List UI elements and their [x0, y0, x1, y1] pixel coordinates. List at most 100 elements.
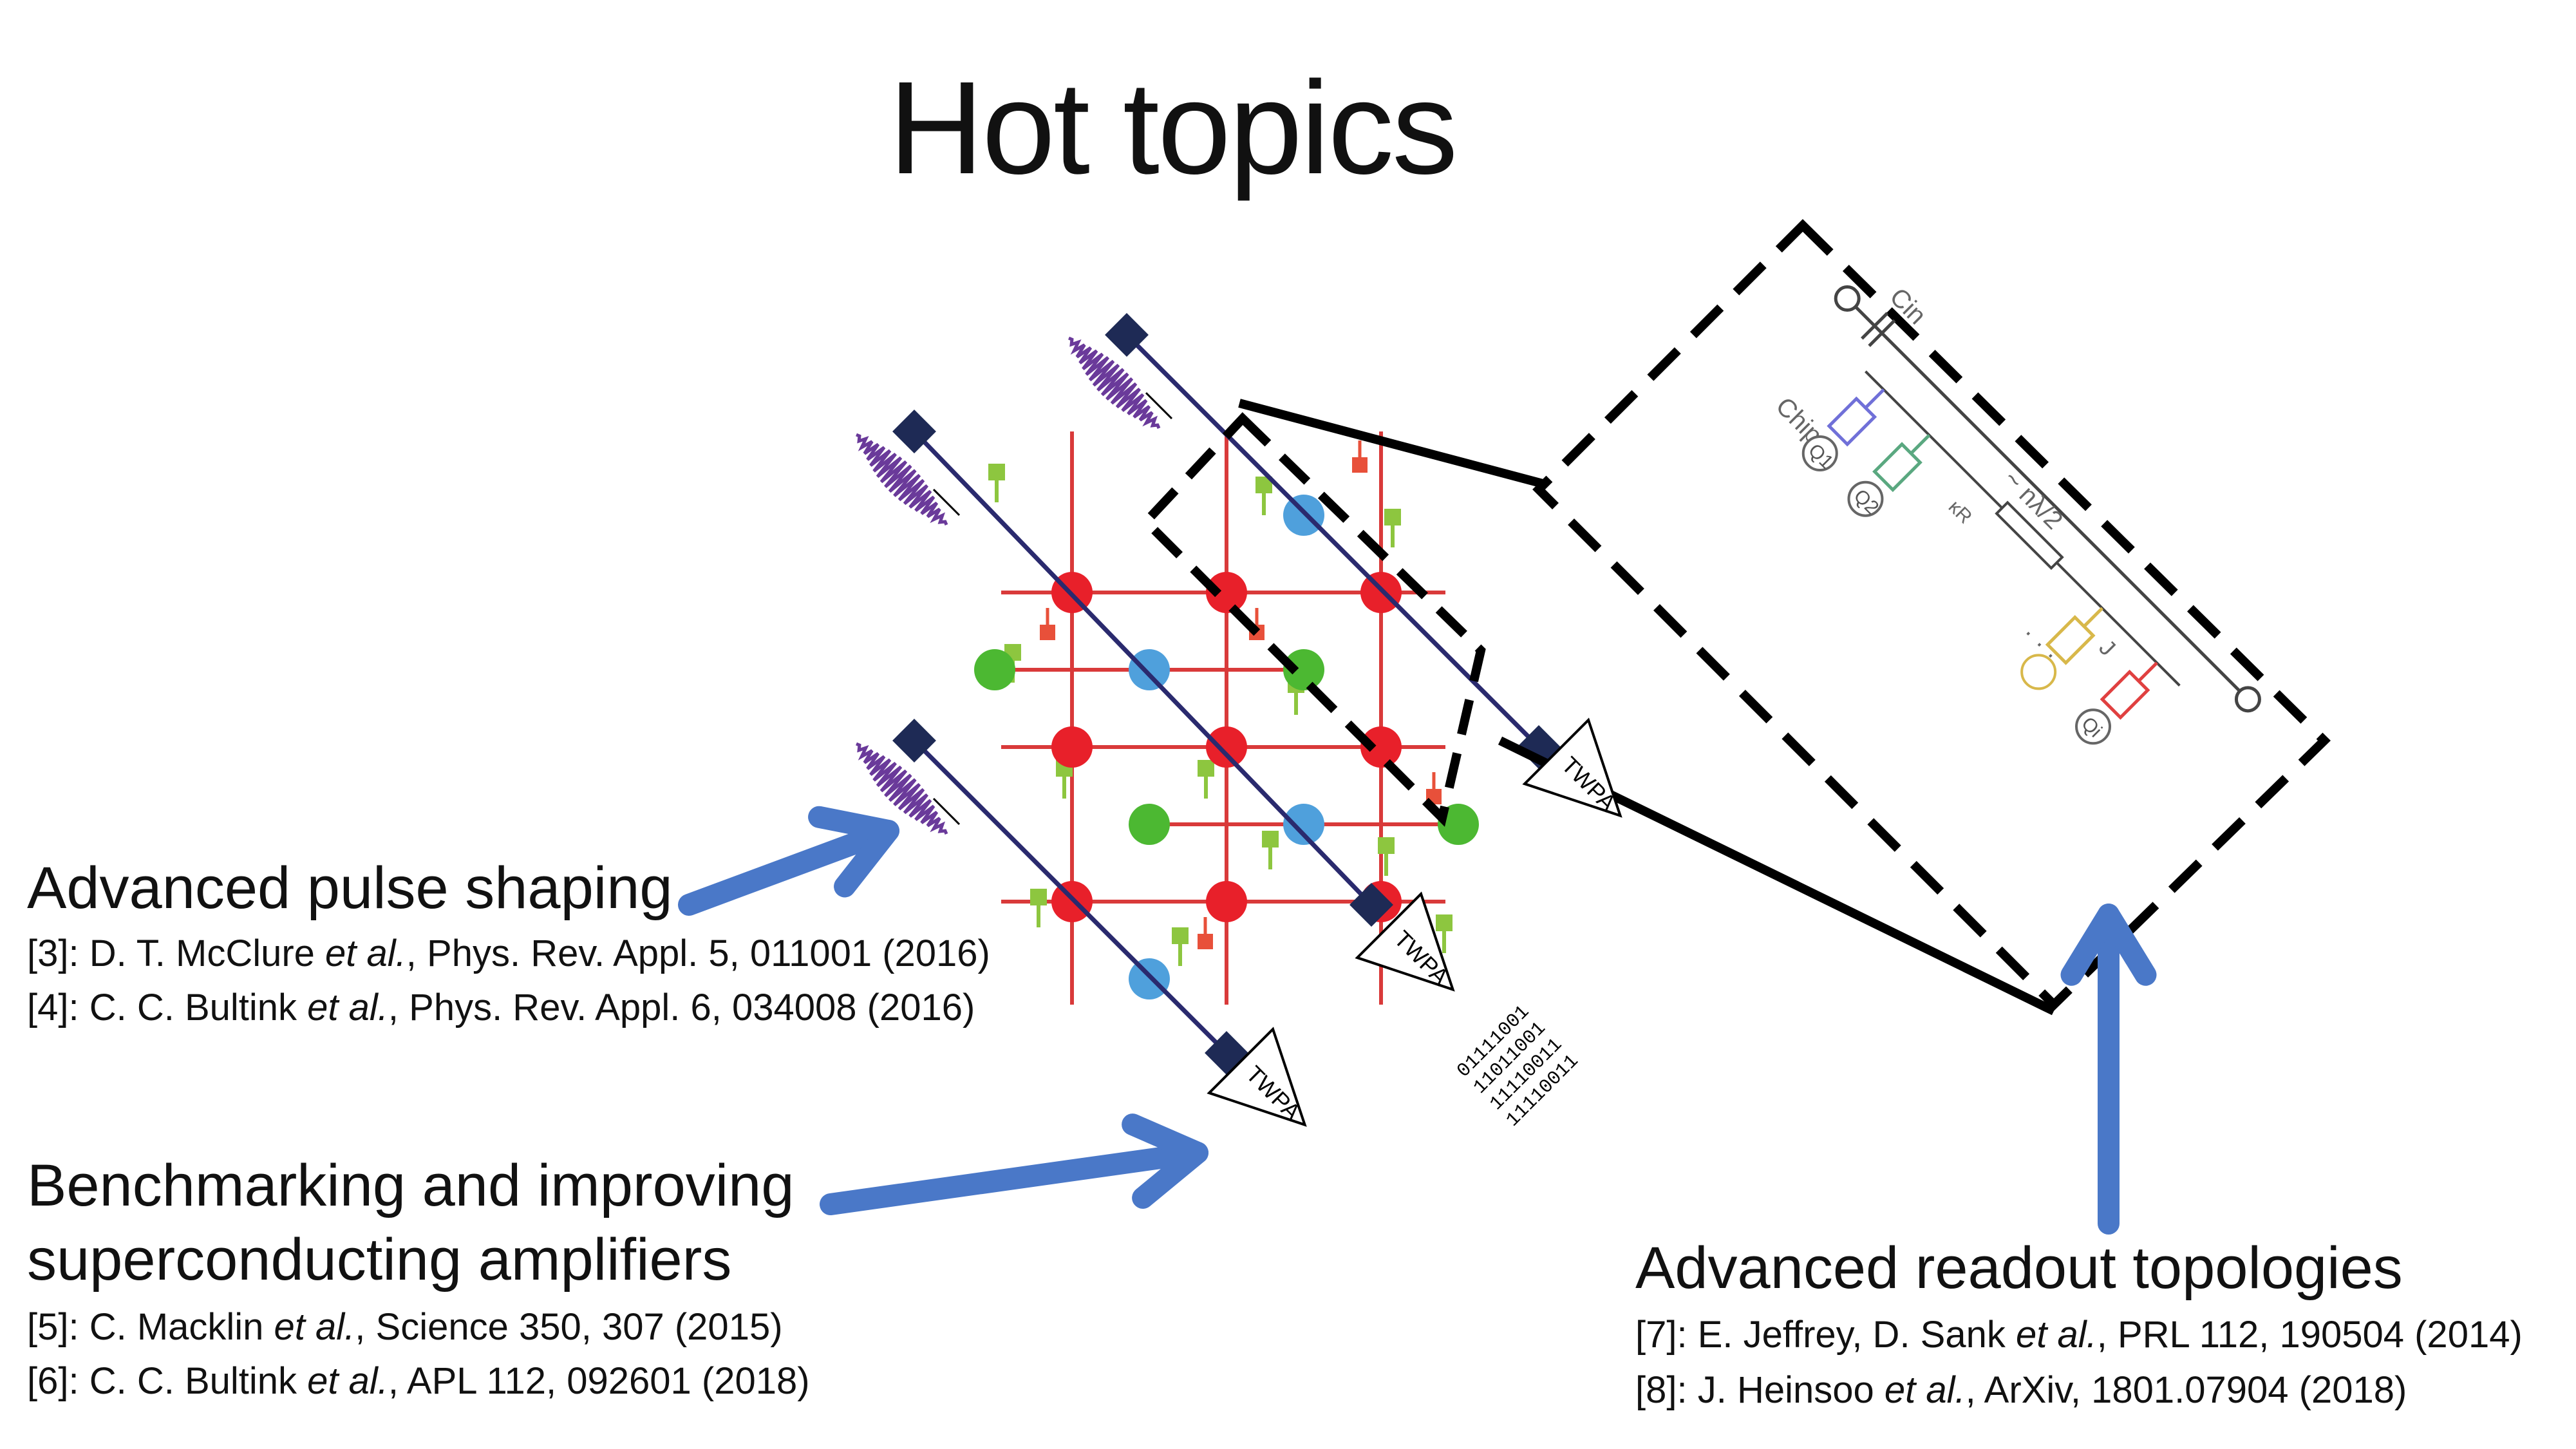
heading-line: superconducting amplifiers: [27, 1227, 732, 1293]
feedline: [912, 430, 1373, 907]
feedline-port-icon: [1349, 883, 1393, 927]
feedline: [1125, 333, 1541, 749]
drive-pulse-icon: [856, 742, 948, 835]
ref-etal: et al.: [1884, 1369, 1966, 1411]
flux-control-icon: [1198, 934, 1213, 949]
reference-8: [8]: J. Heinsoo et al., ArXiv, 1801.0790…: [1635, 1364, 2407, 1416]
qubit-icon: [1206, 881, 1247, 922]
readout-feedlines: [856, 313, 1561, 1075]
reference-6: [6]: C. C. Bultink et al., APL 112, 0926…: [27, 1355, 810, 1407]
ref-authors: [6]: C. C. Bultink: [27, 1360, 308, 1402]
ref-authors: [7]: E. Jeffrey, D. Sank: [1635, 1314, 2016, 1356]
callout-arrow-icon: [678, 820, 899, 916]
readout-resonator-icon: [1827, 388, 1885, 447]
reference-4: [4]: C. C. Bultink et al., Phys. Rev. Ap…: [27, 981, 975, 1034]
signal-arrow-icon: [932, 797, 961, 826]
qubit-icon: [1206, 726, 1247, 768]
flux-bias-line: [1378, 837, 1395, 854]
slide-title: Hot topics: [888, 54, 1458, 202]
ref-etal: et al.: [325, 933, 406, 974]
qubit-icon: [1129, 958, 1170, 999]
readout-resonator-icon: [2100, 661, 2158, 720]
ref-authors: [8]: J. Heinsoo: [1635, 1369, 1885, 1411]
qubit-icon: [1051, 881, 1093, 922]
callout-arrow-icon: [2060, 904, 2157, 986]
heading-line: Advanced readout topologies: [1635, 1235, 2403, 1301]
ref-etal: et al.: [307, 987, 388, 1028]
input-port-icon: [1834, 285, 1861, 312]
topic-heading-amplifiers: Benchmarking and improving superconducti…: [27, 1149, 794, 1297]
ref-authors: [4]: C. C. Bultink: [27, 987, 308, 1028]
qubit-icon: [1360, 726, 1402, 768]
ref-journal: , PRL 112, 190504 (2014): [2096, 1314, 2523, 1356]
flux-bias-line: [1436, 914, 1453, 931]
twpa-triangle-icon: [1522, 717, 1622, 818]
ref-journal: , Science 350, 307 (2015): [355, 1306, 783, 1348]
ref-journal: , Phys. Rev. Appl. 5, 011001 (2016): [406, 933, 990, 974]
inset-qubit-icon: [2020, 654, 2057, 690]
ref-etal: et al.: [307, 1360, 388, 1402]
inset-frame: [1532, 219, 2331, 1011]
flux-bias-line: [988, 464, 1005, 480]
reference-3: [3]: D. T. McClure et al., Phys. Rev. Ap…: [27, 927, 990, 980]
heading-line: Advanced pulse shaping: [27, 855, 673, 921]
twpa-triangle-icon: [1355, 891, 1455, 992]
ref-journal: , ArXiv, 1801.07904 (2018): [1965, 1369, 2407, 1411]
ref-authors: [3]: D. T. McClure: [27, 933, 326, 974]
inset-feedline: [1850, 301, 2245, 696]
inset-qubit-icon: [1847, 480, 1884, 517]
topic-heading-readout-topologies: Advanced readout topologies: [1635, 1231, 2403, 1305]
qubit-icon: [1283, 804, 1324, 845]
topic-heading-pulse-shaping: Advanced pulse shaping: [27, 851, 673, 925]
qubit-icon: [1129, 649, 1170, 690]
qubit-icon: [1360, 572, 1402, 613]
zoom-region-box: [1140, 412, 1486, 827]
ref-authors: [5]: C. Macklin: [27, 1306, 274, 1348]
readout-resonator-icon: [2045, 607, 2103, 665]
flux-bias-line: [1198, 760, 1214, 777]
ref-etal: et al.: [274, 1306, 355, 1348]
flux-control-icon: [1040, 625, 1055, 640]
feedline: [912, 739, 1228, 1055]
feedline-port-icon: [892, 410, 936, 453]
signal-arrow-icon: [1145, 392, 1173, 420]
heading-line: Benchmarking and improving: [27, 1153, 794, 1218]
reference-7: [7]: E. Jeffrey, D. Sank et al., PRL 112…: [1635, 1309, 2523, 1361]
callout-arrow-icon: [1122, 1113, 1208, 1209]
flux-bias-line: [1262, 831, 1279, 848]
flux-bias-line: [1172, 927, 1189, 944]
flux-bias-line: [1030, 889, 1047, 905]
callout-arrows: [678, 806, 2157, 1235]
flux-control-icon: [1352, 457, 1368, 473]
output-port-icon: [2234, 686, 2261, 713]
twpa-triangle-icon: [1207, 1027, 1307, 1127]
drive-pulse-icon: [856, 433, 948, 526]
flux-bias-line: [1384, 509, 1401, 526]
qubit-icon: [1129, 804, 1170, 845]
ref-etal: et al.: [2016, 1314, 2097, 1356]
cin-capacitor: [1868, 319, 1896, 347]
qubit-icon: [1438, 804, 1479, 845]
inset-qubit-icon: [1801, 435, 1838, 471]
feedline-port-icon: [1105, 313, 1149, 357]
drive-pulse-icon: [1068, 336, 1161, 429]
callout-arrow-icon: [820, 1142, 1208, 1215]
qubit-icon: [974, 649, 1015, 690]
qubit-icon: [1283, 495, 1324, 536]
reference-5: [5]: C. Macklin et al., Science 350, 307…: [27, 1301, 783, 1353]
ref-journal: , Phys. Rev. Appl. 6, 034008 (2016): [388, 987, 975, 1028]
qubit-icon: [1051, 726, 1093, 768]
inset-qubit-icon: [2075, 708, 2112, 745]
feedline-port-icon: [892, 719, 936, 762]
zoom-connector-top: [1238, 399, 1547, 489]
purcell-filter-icon: [1995, 500, 2064, 570]
qubit-icon: [1283, 649, 1324, 690]
callout-arrow-icon: [808, 806, 899, 898]
signal-arrow-icon: [932, 488, 961, 516]
twpa-amplifier: TWPA: [1207, 1027, 1307, 1127]
